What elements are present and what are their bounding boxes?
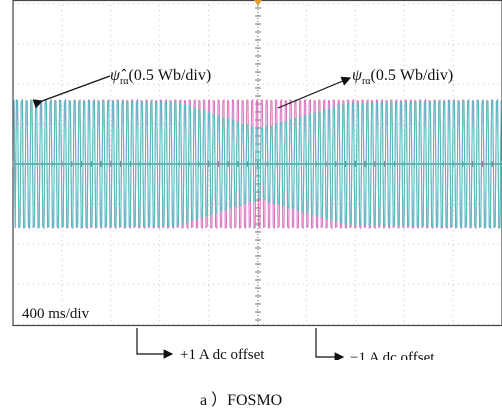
offset-neg-arrow	[315, 328, 345, 360]
figure-caption: a ）FOSMO	[200, 392, 283, 409]
trigger-marker	[254, 0, 262, 6]
offset-neg-label: −1 A dc offset	[350, 350, 435, 360]
waveforms	[13, 98, 502, 230]
offset-pos-label: +1 A dc offset	[180, 347, 265, 360]
annotations: ψ̂rα(0.5 Wb/div) ψrα(0.5 Wb/div)400 ms/di…	[22, 67, 453, 360]
offset-pos-arrow	[136, 328, 174, 359]
time-scale-label: 400 ms/div	[22, 306, 90, 322]
waveform-series-2	[13, 98, 502, 230]
estimated-flux-arrow	[32, 75, 111, 109]
oscilloscope-chart: ψ̂rα(0.5 Wb/div) ψrα(0.5 Wb/div)400 ms/di…	[12, 0, 502, 360]
actual-flux-arrow	[277, 76, 352, 109]
actual-flux-label: ψrα(0.5 Wb/div)	[352, 67, 453, 87]
